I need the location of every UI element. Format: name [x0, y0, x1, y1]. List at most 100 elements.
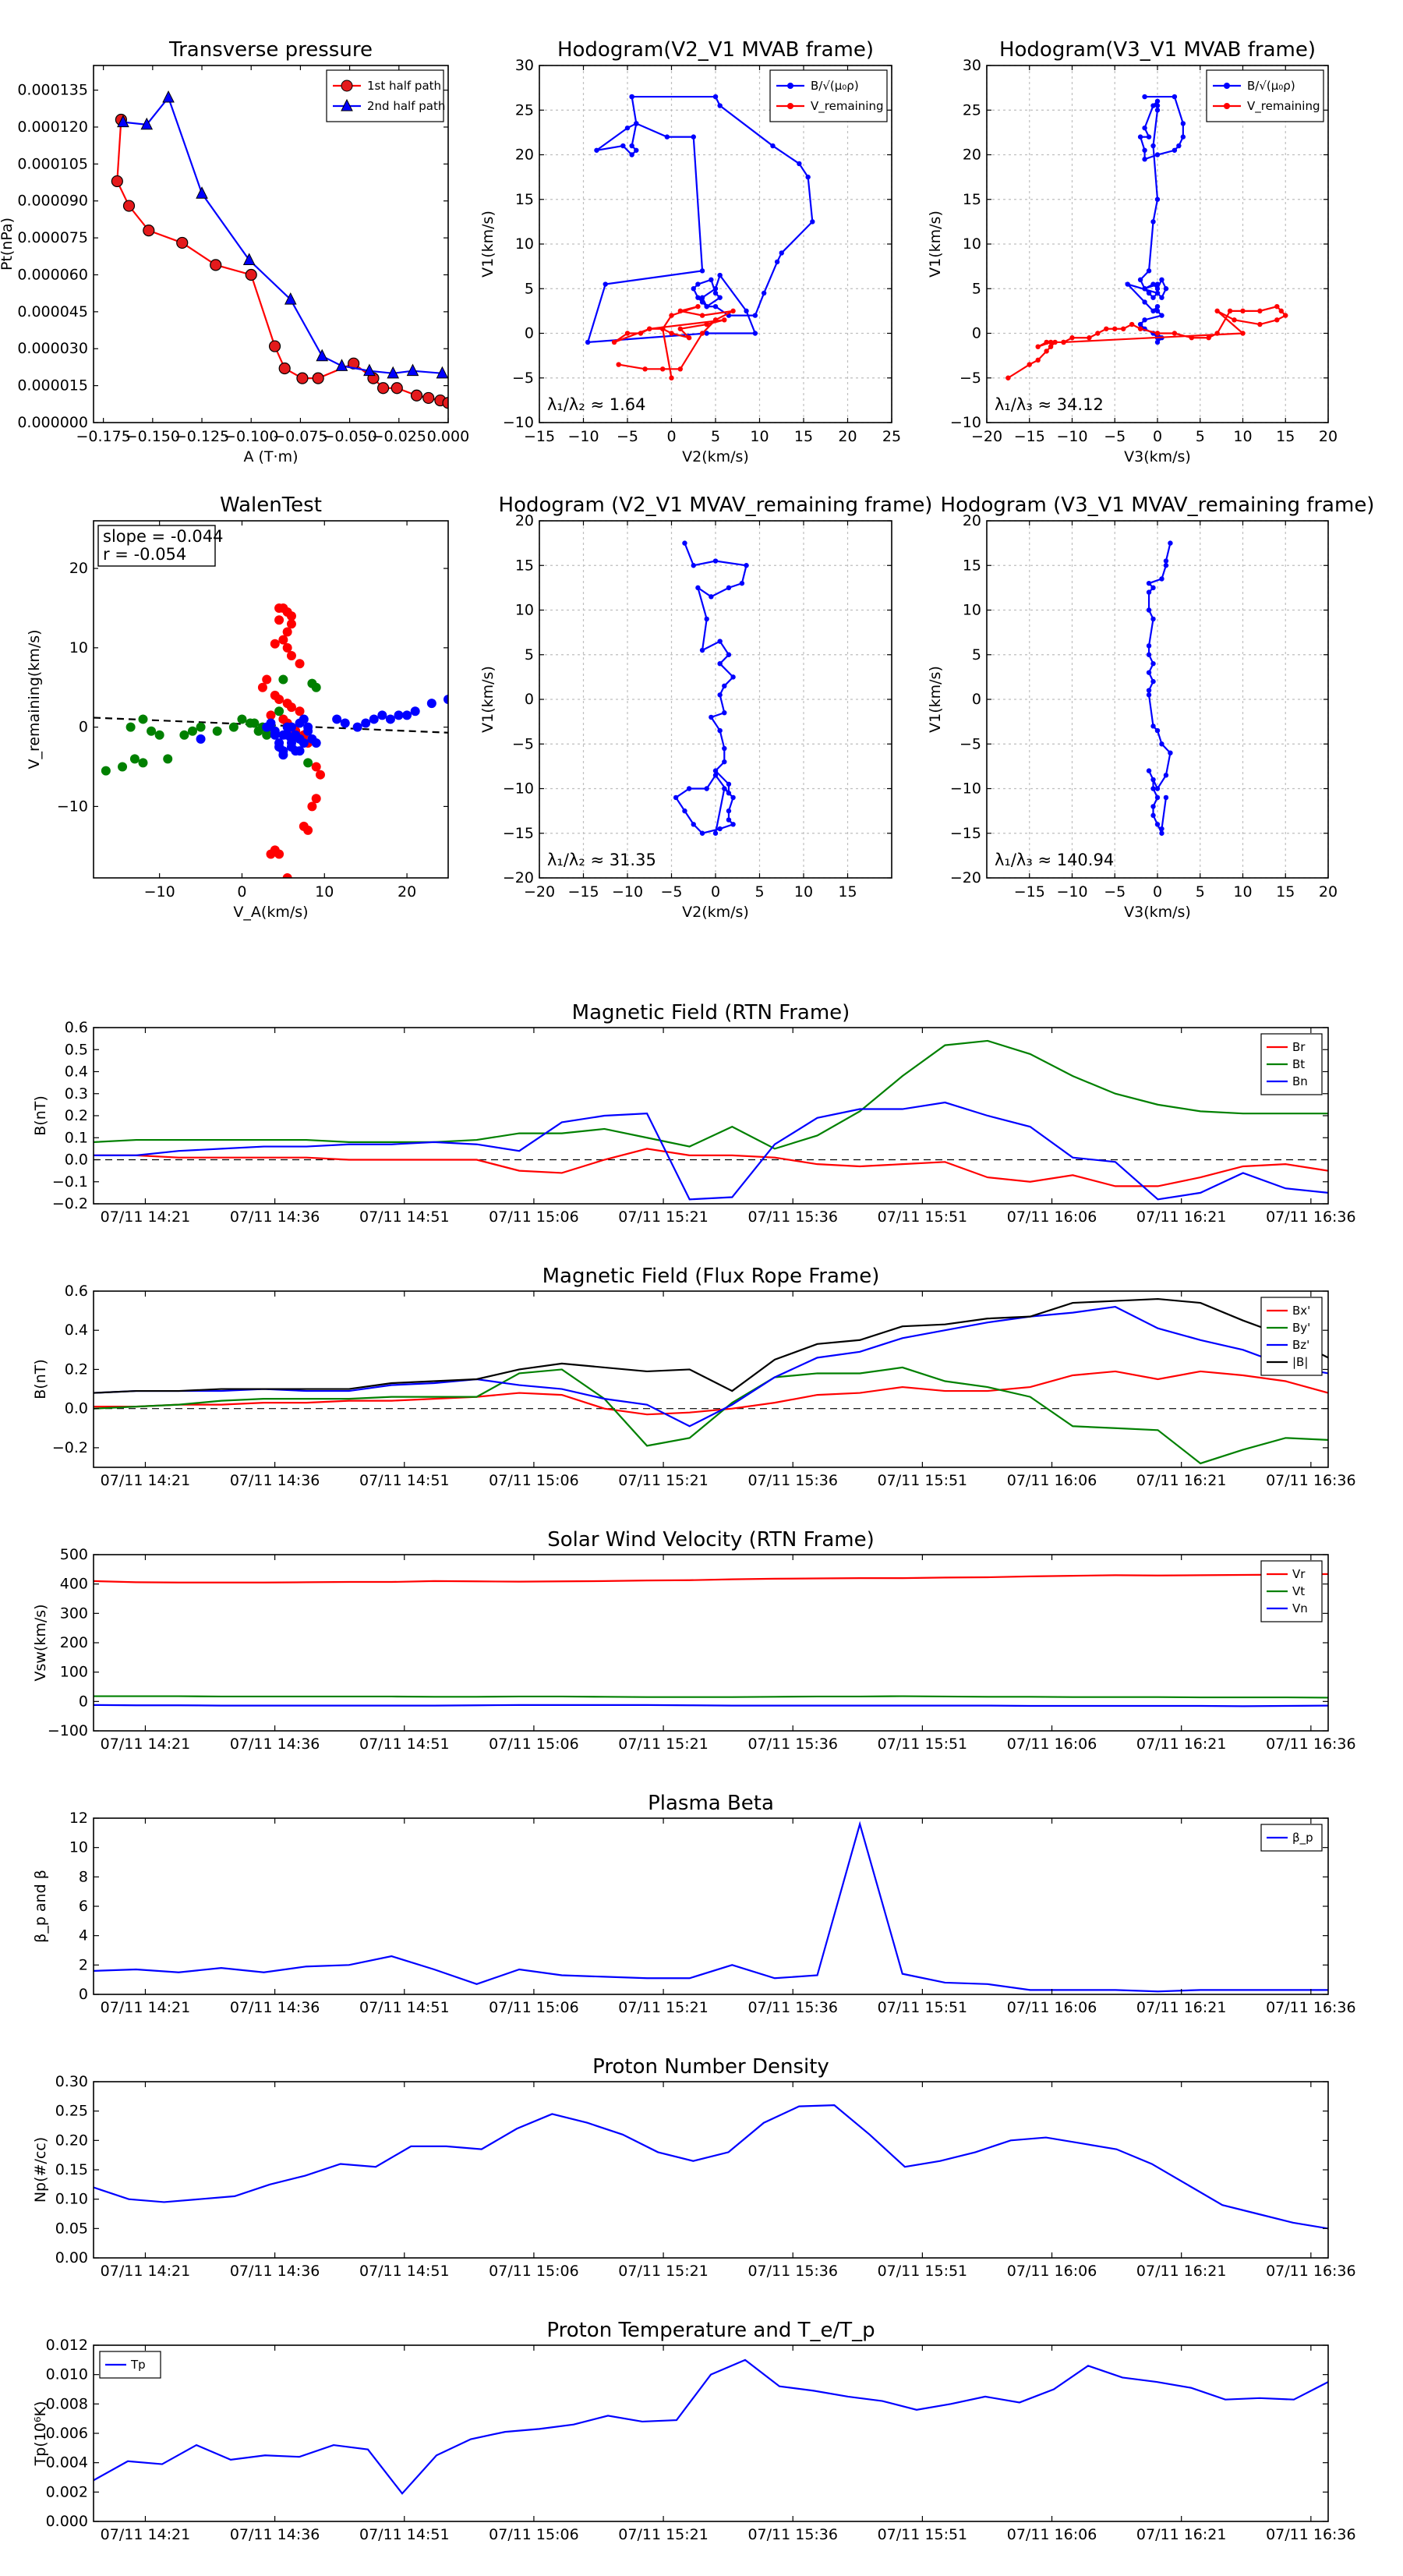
y-tick-label: 0 [525, 691, 534, 708]
data-point [270, 726, 280, 736]
data-point [752, 331, 758, 336]
data-point [629, 152, 634, 157]
data-point [1172, 147, 1178, 153]
data-point [1137, 326, 1143, 331]
data-point [307, 678, 317, 688]
y-tick-label: 0.4 [65, 1322, 88, 1339]
x-tick-label: 07/11 15:21 [618, 1999, 709, 2016]
data-point [739, 580, 745, 586]
x-tick-label: 07/11 16:06 [1007, 1472, 1097, 1489]
y-tick-label: 0.000060 [17, 266, 88, 283]
data-point [704, 616, 709, 622]
data-point [348, 357, 360, 370]
data-point [315, 770, 325, 780]
data-point [311, 762, 321, 772]
data-point [442, 397, 448, 409]
chart-panel-10: 07/11 14:21 07/11 14:36 07/11 14:51 07/11 1… [32, 2055, 1356, 2280]
data-point [709, 277, 714, 282]
plot-frame [986, 65, 1329, 423]
data-point [340, 718, 350, 728]
data-point [376, 382, 390, 395]
data-point [1159, 826, 1164, 832]
data-point [704, 303, 709, 310]
x-tick-label: 07/11 16:21 [1136, 2263, 1227, 2280]
y-tick-label: 10 [963, 235, 981, 253]
y-tick-label: 20 [963, 147, 981, 164]
legend-label: B/√(μ₀ρ) [811, 79, 859, 93]
data-point [1154, 794, 1161, 801]
chart-panel-11: 07/11 14:21 07/11 14:36 07/11 14:51 07/11 1… [32, 2319, 1356, 2543]
x-tick-label: 07/11 15:51 [878, 2526, 968, 2543]
data-point [1159, 830, 1164, 836]
x-tick-label: −20 [524, 883, 555, 901]
data-point [278, 635, 288, 645]
series-line [122, 95, 443, 374]
data-point [274, 695, 284, 704]
x-tick-label: 07/11 15:36 [747, 1736, 838, 1753]
x-tick-label: −10 [144, 883, 175, 901]
data-point [1044, 349, 1049, 354]
legend-label: β_p [1292, 1831, 1313, 1845]
y-axis-label: Pt(nPa) [0, 218, 16, 271]
data-point [594, 147, 599, 153]
series-line [94, 1366, 1328, 1465]
data-point [805, 174, 811, 180]
x-tick-label: 10 [1233, 883, 1252, 901]
data-point [647, 326, 652, 331]
plot-frame [93, 65, 449, 423]
data-point [677, 308, 683, 314]
data-point [1150, 678, 1156, 685]
legend-label: Bx' [1292, 1304, 1310, 1318]
data-point [1146, 688, 1152, 693]
data-point [699, 268, 705, 274]
x-tick-label: 07/11 15:36 [747, 2263, 838, 2280]
data-point [1240, 331, 1246, 336]
data-point [1087, 335, 1092, 341]
x-tick-label: 07/11 15:21 [618, 1736, 709, 1753]
data-point [686, 335, 692, 341]
data-point [730, 794, 736, 801]
data-point [1206, 335, 1211, 341]
y-tick-label: 0.000105 [17, 155, 88, 172]
data-point [111, 175, 123, 188]
chart-title: Hodogram (V2_V1 MVAV_remaining frame) [499, 494, 933, 517]
y-tick-label: 4 [79, 1927, 88, 1944]
data-point [1035, 357, 1041, 363]
data-point [717, 826, 723, 832]
data-point [1142, 317, 1147, 323]
data-point [1154, 339, 1161, 345]
data-point [704, 331, 709, 336]
x-tick-label: 10 [750, 428, 769, 445]
data-point [1142, 147, 1147, 153]
y-tick-label: 0 [79, 1693, 88, 1710]
data-point [1150, 724, 1156, 729]
y-tick-label: 0.4 [65, 1063, 88, 1081]
data-point [1137, 321, 1143, 327]
y-tick-label: 15 [515, 191, 534, 208]
x-tick-label: −15 [1014, 428, 1045, 445]
data-point [1163, 286, 1169, 292]
data-point [242, 253, 256, 266]
data-point [101, 766, 111, 776]
y-tick-label: 500 [60, 1546, 88, 1563]
y-tick-label: −15 [950, 825, 981, 842]
y-tick-label: 0.000090 [17, 193, 88, 210]
data-point [1150, 661, 1156, 667]
y-tick-label: 0.2 [65, 1107, 88, 1124]
data-point [717, 272, 723, 278]
y-tick-label: 6 [79, 1898, 88, 1915]
legend-label: B/√(μ₀ρ) [1247, 79, 1295, 93]
data-point [699, 331, 705, 336]
x-axis-label: V_A(km/s) [233, 904, 308, 921]
series-line [94, 1370, 1328, 1416]
plot-frame [93, 1027, 1329, 1205]
y-tick-label: 0.20 [55, 2132, 88, 2149]
data-point [1005, 375, 1011, 380]
series-0 [111, 113, 448, 409]
y-tick-label: −5 [959, 370, 981, 387]
y-tick-label: 30 [963, 57, 981, 74]
x-tick-label: −0.100 [224, 428, 278, 445]
chart-panel-1: −15 −10 −5 0 5 10 15 20 25−10−5051015202530Hodog… [479, 38, 901, 465]
data-point [1150, 143, 1156, 149]
